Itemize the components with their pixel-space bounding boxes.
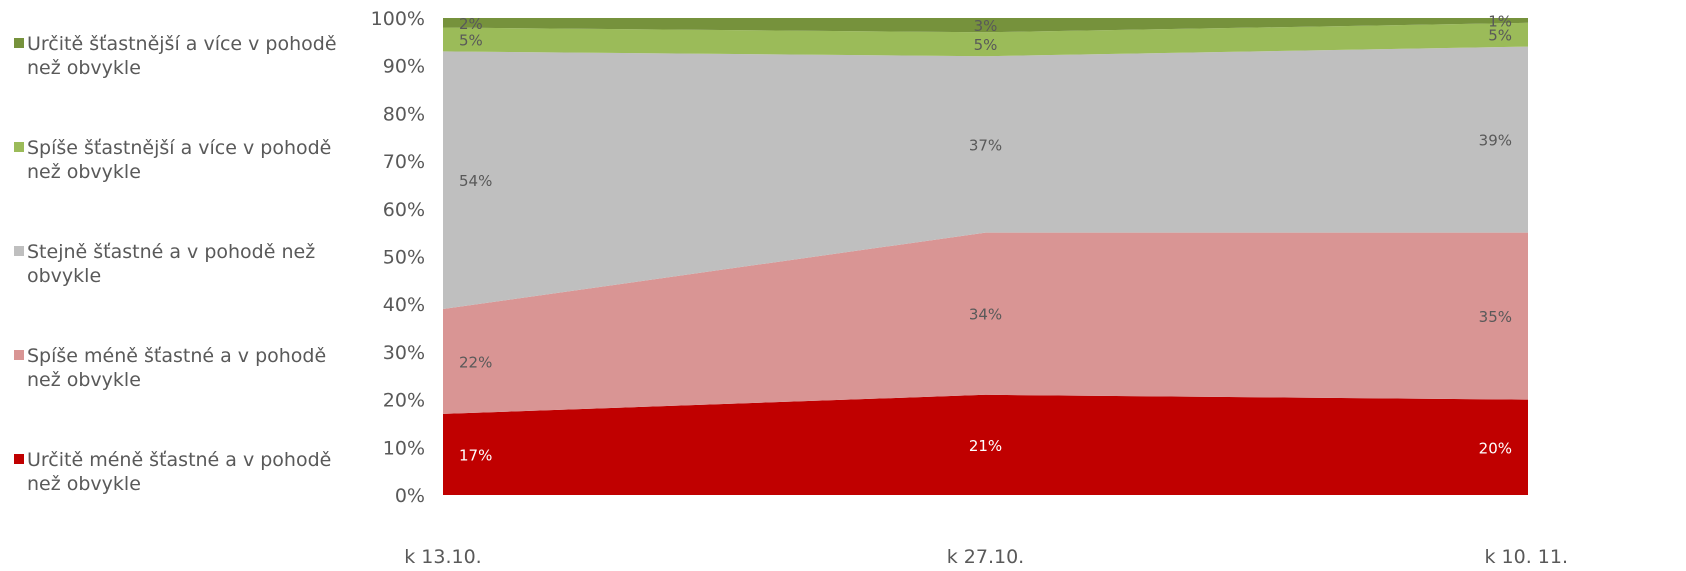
x-tick-label: k 13.10. <box>404 546 481 568</box>
area-series-1 <box>443 394 1528 495</box>
data-label: 5% <box>1488 27 1512 45</box>
legend-item: Určitě méně šťastné a v pohodě než obvyk… <box>14 448 359 496</box>
data-label: 5% <box>974 36 998 54</box>
y-tick-label: 50% <box>383 247 425 269</box>
data-label: 1% <box>1488 12 1512 30</box>
legend-swatch <box>14 38 24 48</box>
legend-label: Určitě méně šťastné a v pohodě než obvyk… <box>27 449 332 495</box>
y-tick-label: 80% <box>383 103 425 125</box>
y-tick-label: 30% <box>383 342 425 364</box>
data-label: 5% <box>459 31 483 49</box>
data-label: 17% <box>459 446 492 464</box>
area-series-3 <box>443 46 1528 309</box>
legend-swatch <box>14 350 24 360</box>
data-label: 2% <box>459 15 483 33</box>
x-tick-label: k 27.10. <box>947 546 1024 568</box>
y-tick-label: 90% <box>383 56 425 78</box>
data-label: 35% <box>1479 308 1512 326</box>
data-label: 20% <box>1479 439 1512 457</box>
data-label: 3% <box>974 17 998 35</box>
legend-item: Spíše méně šťastné a v pohodě než obvykl… <box>14 344 359 392</box>
y-tick-label: 20% <box>383 390 425 412</box>
legend-item: Spíše šťastnější a více v pohodě než obv… <box>14 136 359 184</box>
legend-item: Určitě šťastnější a více v pohodě než ob… <box>14 32 359 80</box>
data-label: 37% <box>969 136 1002 154</box>
x-tick-label: k 10. 11. <box>1484 546 1568 568</box>
legend-item: Stejně šťastné a v pohodě než obvykle <box>14 240 359 288</box>
legend-swatch <box>14 454 24 464</box>
area-series-4 <box>443 22 1528 57</box>
y-tick-label: 40% <box>383 294 425 316</box>
data-label: 22% <box>459 353 492 371</box>
y-tick-label: 70% <box>383 151 425 173</box>
area-series-2 <box>443 232 1528 414</box>
legend-label: Stejně šťastné a v pohodě než obvykle <box>27 241 316 287</box>
y-tick-label: 60% <box>383 199 425 221</box>
legend-label: Určitě šťastnější a více v pohodě než ob… <box>27 33 337 79</box>
data-label: 34% <box>969 306 1002 324</box>
data-label: 21% <box>969 437 1002 455</box>
legend-label: Spíše šťastnější a více v pohodě než obv… <box>27 137 332 183</box>
legend-swatch <box>14 142 24 152</box>
y-tick-label: 0% <box>395 485 425 507</box>
legend-swatch <box>14 246 24 256</box>
y-tick-label: 100% <box>371 8 425 30</box>
y-tick-label: 10% <box>383 437 425 459</box>
data-label: 54% <box>459 172 492 190</box>
data-label: 39% <box>1479 132 1512 150</box>
area-series-5 <box>443 18 1528 33</box>
legend-label: Spíše méně šťastné a v pohodě než obvykl… <box>27 345 327 391</box>
